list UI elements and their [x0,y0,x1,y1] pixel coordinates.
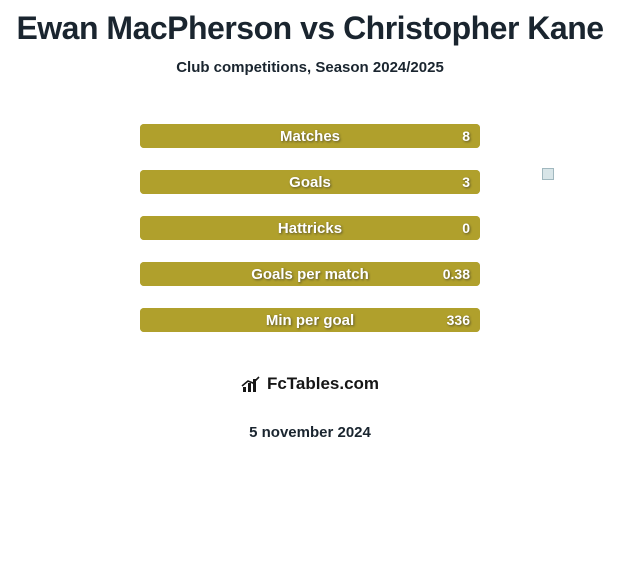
brand-label: FcTables.com [267,374,379,394]
right-ellipse-bottom [502,253,602,277]
bar-value-right: 336 [447,312,470,328]
stat-bar-row: Matches8 [140,124,480,148]
right-circle [494,124,599,229]
brand-text: FcTables.com [241,374,379,394]
page-subtitle: Club competitions, Season 2024/2025 [0,59,620,76]
bar-value-right: 8 [462,128,470,144]
stat-bar-row: Goals3 [140,170,480,194]
bar-value-right: 3 [462,174,470,190]
bar-value-right: 0.38 [443,266,470,282]
bar-label: Hattricks [140,220,480,237]
stat-bars: Matches8Goals3Hattricks0Goals per match0… [140,124,480,354]
brand-box: FcTables.com [202,362,418,406]
bar-label: Min per goal [140,312,480,329]
left-ellipse-bottom [18,180,118,204]
bar-label: Matches [140,128,480,145]
stat-bar-row: Min per goal336 [140,308,480,332]
bar-label: Goals [140,174,480,191]
date-text: 5 november 2024 [0,424,620,441]
comparison-area: Matches8Goals3Hattricks0Goals per match0… [0,114,620,354]
left-ellipse-top [8,124,113,150]
placeholder-icon [542,168,554,180]
chart-icon [241,375,263,393]
stat-bar-row: Goals per match0.38 [140,262,480,286]
bar-value-right: 0 [462,220,470,236]
bar-label: Goals per match [140,266,480,283]
left-player-shapes [8,124,118,204]
right-player-shapes [494,124,602,277]
stat-bar-row: Hattricks0 [140,216,480,240]
page-title: Ewan MacPherson vs Christopher Kane [0,0,620,47]
